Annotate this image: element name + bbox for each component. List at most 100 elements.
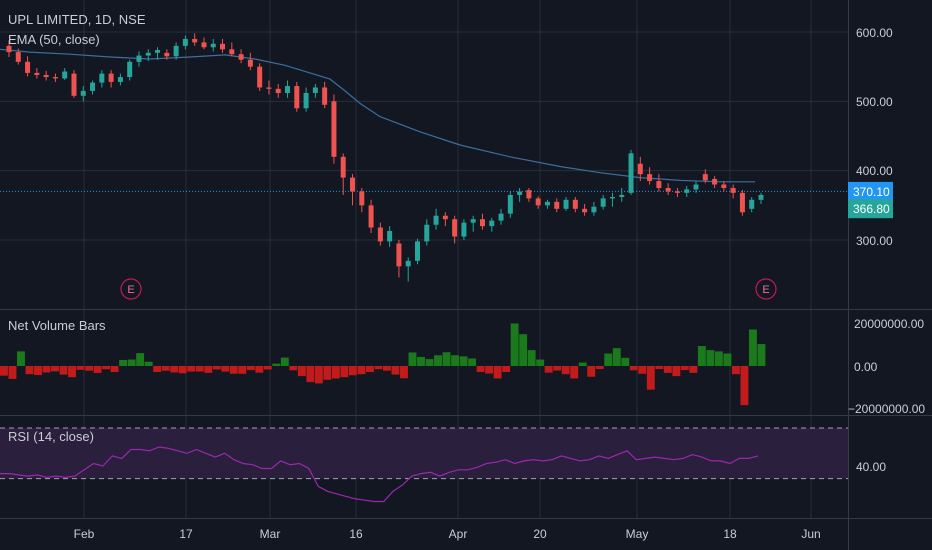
net-volume-bar bbox=[238, 366, 247, 374]
net-volume-bar bbox=[17, 351, 25, 366]
rsi-label[interactable]: RSI (14, close) bbox=[8, 429, 94, 444]
ema-legend-label[interactable]: EMA (50, close) bbox=[8, 32, 100, 47]
net-volume-bar bbox=[212, 366, 221, 370]
net-volume-bar bbox=[323, 366, 332, 380]
net-volume-bar bbox=[0, 366, 8, 376]
candle-body bbox=[108, 73, 114, 82]
net-volume-bar bbox=[544, 366, 553, 373]
net-volume-bar bbox=[391, 366, 400, 375]
net-volume-bar bbox=[85, 366, 94, 371]
net-volume-bar bbox=[680, 366, 689, 371]
candle-body bbox=[127, 61, 133, 78]
net-volume-bar bbox=[587, 366, 596, 377]
candle-body bbox=[90, 82, 96, 91]
net-volume-bar bbox=[204, 366, 213, 373]
net-volume-bar bbox=[425, 359, 434, 366]
candle-body bbox=[312, 87, 318, 94]
candle-body bbox=[201, 42, 207, 48]
candle-body bbox=[43, 74, 49, 78]
net-volume-bar bbox=[153, 366, 162, 373]
price-tick-label: 300.00 bbox=[856, 234, 893, 248]
candle-body bbox=[80, 90, 86, 96]
candle-body bbox=[665, 188, 671, 192]
candle-body bbox=[294, 86, 300, 109]
candle-body bbox=[470, 219, 476, 223]
candle-body bbox=[721, 184, 727, 188]
time-tick-label: 17 bbox=[179, 527, 193, 541]
net-volume-bar bbox=[672, 366, 681, 377]
candle-body bbox=[136, 55, 142, 62]
rsi-pane[interactable]: RSI (14, close) bbox=[0, 427, 848, 503]
net-volume-bar bbox=[42, 366, 51, 373]
net-volume-bar bbox=[663, 366, 672, 373]
candle-body bbox=[674, 191, 680, 193]
candle-body bbox=[656, 181, 662, 188]
time-tick-label: 18 bbox=[723, 527, 737, 541]
net-volume-bar bbox=[714, 351, 723, 366]
candle-body bbox=[99, 73, 105, 83]
time-tick-label: Jun bbox=[801, 527, 820, 541]
candle-body bbox=[563, 199, 569, 209]
net-volume-bar bbox=[612, 348, 621, 366]
net-volume-bar bbox=[272, 363, 281, 366]
candle-body bbox=[155, 50, 161, 53]
candle-body bbox=[647, 174, 653, 182]
time-tick-label: 20 bbox=[533, 527, 547, 541]
candle-body bbox=[507, 194, 513, 214]
net-volume-bar bbox=[289, 366, 298, 371]
net-volume-bar bbox=[365, 366, 374, 373]
time-tick-label: Feb bbox=[74, 527, 95, 541]
net-volume-bar bbox=[485, 366, 494, 374]
rsi-axis[interactable]: 40.00 bbox=[856, 460, 886, 474]
symbol-title[interactable]: UPL LIMITED, 1D, NSE bbox=[8, 12, 146, 27]
candle-body bbox=[684, 189, 690, 193]
candle-body bbox=[350, 177, 356, 192]
net-volume-bar bbox=[519, 334, 528, 366]
candle-body bbox=[637, 163, 643, 175]
volume-tick-label: −20000000.00 bbox=[848, 402, 925, 416]
time-axis[interactable]: Feb 17 Mar 16 Apr 20 May 18 Jun bbox=[74, 527, 821, 541]
time-tick-label: Mar bbox=[260, 527, 281, 541]
earnings-marker[interactable]: E bbox=[120, 278, 142, 300]
earnings-marker-label: E bbox=[127, 284, 134, 296]
candle-body bbox=[414, 241, 420, 261]
price-axis[interactable]: 600.00 500.00 400.00 300.00 370.10 366.8… bbox=[848, 26, 893, 248]
net-volume-bar bbox=[646, 366, 655, 390]
net-volume-bar bbox=[263, 366, 272, 370]
net-volume-bar bbox=[161, 366, 170, 371]
candle-body bbox=[479, 219, 485, 227]
candle-body bbox=[544, 201, 550, 206]
candle-body bbox=[331, 101, 337, 157]
net-volume-axis[interactable]: 20000000.00 0.00 −20000000.00 bbox=[848, 317, 925, 416]
net-volume-bar bbox=[527, 350, 536, 366]
candle-body bbox=[25, 61, 31, 73]
candle-body bbox=[34, 72, 40, 75]
net-volume-bar bbox=[170, 366, 179, 373]
net-volume-bar bbox=[417, 356, 425, 366]
net-volume-label[interactable]: Net Volume Bars bbox=[8, 318, 106, 333]
earnings-marker[interactable]: E bbox=[755, 278, 777, 300]
candle-body bbox=[424, 224, 430, 242]
net-volume-bar bbox=[348, 366, 357, 376]
net-volume-bars bbox=[0, 323, 766, 406]
candle-body bbox=[498, 213, 504, 221]
net-volume-bar bbox=[68, 366, 76, 378]
price-pane[interactable]: E E UPL LIMITED, 1D, NSE EMA (50, close) bbox=[0, 12, 848, 300]
candle-body bbox=[489, 220, 495, 227]
candle-body bbox=[554, 201, 560, 209]
candle-body bbox=[164, 52, 170, 57]
candle-body bbox=[6, 45, 12, 53]
net-volume-bar bbox=[136, 353, 145, 366]
net-volume-pane[interactable]: Net Volume Bars bbox=[0, 318, 766, 406]
candle-body bbox=[62, 71, 68, 79]
net-volume-bar bbox=[119, 359, 128, 366]
net-volume-bar bbox=[357, 366, 366, 375]
candle-body bbox=[405, 260, 411, 267]
last-price-tag-label: 370.10 bbox=[853, 185, 890, 199]
net-volume-bar bbox=[102, 366, 111, 370]
candle-body bbox=[238, 54, 244, 60]
net-volume-bar bbox=[400, 366, 408, 379]
net-volume-bar bbox=[638, 366, 647, 374]
candle-body bbox=[182, 38, 188, 46]
